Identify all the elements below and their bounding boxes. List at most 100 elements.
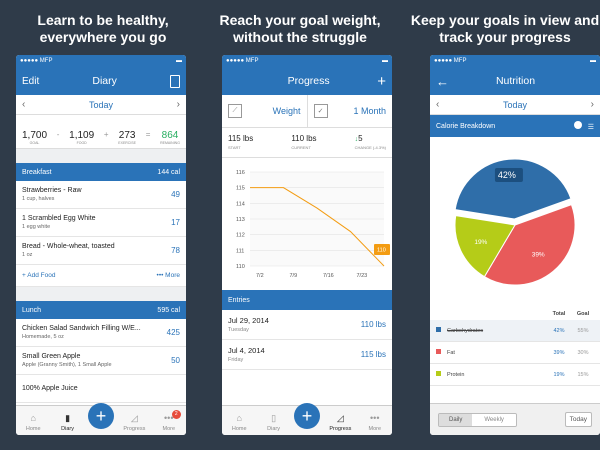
add-food-button[interactable]: + Add Food bbox=[22, 272, 56, 279]
pie-icon[interactable] bbox=[573, 121, 582, 129]
add-button[interactable]: + bbox=[293, 403, 320, 429]
food-name: Strawberries - Raw bbox=[22, 187, 82, 194]
add-button[interactable]: + bbox=[87, 403, 114, 429]
more-button[interactable]: ••• More bbox=[156, 272, 180, 279]
plus-sign: + bbox=[103, 130, 109, 139]
tab-label: More bbox=[162, 426, 176, 432]
macro-row[interactable]: Fat 39% 30% bbox=[430, 342, 600, 364]
food-row[interactable]: Chicken Salad Sandwich Filling W/E... Hom… bbox=[16, 319, 186, 347]
edit-button[interactable]: Edit bbox=[22, 75, 40, 87]
food-cal: 49 bbox=[171, 190, 180, 199]
y-tick-label: 113 bbox=[236, 217, 245, 223]
metric-selector[interactable]: ⟋ Weight bbox=[222, 95, 308, 127]
point-label-box bbox=[374, 244, 390, 255]
food-row[interactable]: Small Green Apple Apple (Granny Smith), 1… bbox=[16, 347, 186, 375]
macro-label: Fat bbox=[447, 350, 455, 356]
weight-line bbox=[250, 187, 385, 267]
tab-more[interactable]: ••• More 2 bbox=[155, 410, 183, 432]
y-tick-label: 112 bbox=[236, 233, 245, 239]
exercise-label: EXERCISE bbox=[118, 141, 136, 145]
table-header: Total Goal bbox=[430, 307, 600, 320]
entries-title: Entries bbox=[228, 296, 250, 304]
entry-weight: 110 lbs bbox=[360, 320, 386, 329]
food-cal: 78 bbox=[171, 246, 180, 255]
lunch-cal: 595 cal bbox=[157, 306, 180, 314]
pie-label: 19% bbox=[474, 239, 487, 246]
list-icon[interactable]: ☰ bbox=[587, 124, 594, 131]
remaining-label: REMAINING bbox=[160, 141, 180, 145]
macro-color-swatch bbox=[436, 327, 441, 332]
food-row[interactable]: 1 Scrambled Egg White 1 egg white 17 bbox=[16, 209, 186, 237]
macro-row[interactable]: Carbohydrates 42% 55% bbox=[430, 320, 600, 342]
food-name: 1 Scrambled Egg White bbox=[22, 215, 96, 222]
current-label: CURRENT bbox=[291, 145, 311, 150]
tab-more[interactable]: ••• More bbox=[361, 413, 389, 432]
chart-icon: ◿ bbox=[130, 413, 138, 423]
progress-nav-bar: Progress + bbox=[222, 67, 392, 95]
tab-label: Progress bbox=[123, 426, 146, 432]
view-toggle[interactable]: ☰ bbox=[573, 121, 594, 131]
tab-home[interactable]: ⌂ Home bbox=[225, 413, 253, 432]
prev-day-icon[interactable]: ‹ bbox=[22, 99, 26, 110]
caption-3: Keep your goals in view and track your p… bbox=[410, 12, 600, 45]
macro-table: Carbohydrates 42% 55% Fat 39% 30% Protein 19% 15… bbox=[430, 320, 600, 386]
breakfast-header: Breakfast 144 cal bbox=[16, 163, 186, 181]
food-row[interactable]: 100% Apple Juice bbox=[16, 375, 186, 403]
macro-total: 39% bbox=[553, 349, 565, 356]
macro-total: 42% bbox=[553, 327, 565, 334]
pie-label: 42% bbox=[498, 170, 516, 180]
barcode-icon[interactable] bbox=[170, 74, 180, 88]
date-label[interactable]: Today bbox=[502, 99, 528, 110]
tab-progress[interactable]: ◿ Progress bbox=[120, 413, 148, 432]
home-icon: ⌂ bbox=[30, 413, 36, 423]
breakfast-title: Breakfast bbox=[22, 168, 52, 176]
range-selector[interactable]: ✓ 1 Month bbox=[308, 95, 393, 127]
pie-slice bbox=[454, 215, 516, 278]
selector-bar: ⟋ Weight ✓ 1 Month bbox=[222, 95, 392, 128]
macro-label: Carbohydrates bbox=[447, 328, 484, 334]
macro-values: 19% 15% bbox=[546, 372, 594, 378]
battery-icon: ▬ bbox=[590, 58, 596, 64]
add-entry-button[interactable]: + bbox=[377, 72, 386, 90]
prev-day-icon[interactable]: ‹ bbox=[436, 99, 440, 110]
entry-row[interactable]: Jul 4, 2014 Friday 115 lbs bbox=[222, 340, 392, 370]
macro-color-swatch bbox=[436, 371, 441, 376]
entry-row[interactable]: Jul 29, 2014 Tuesday 110 lbs bbox=[222, 310, 392, 340]
breakfast-cal: 144 cal bbox=[157, 168, 180, 176]
food-row[interactable]: Bread - Whole-wheat, toasted 1 oz 78 bbox=[16, 237, 186, 265]
diary-icon: ▯ bbox=[271, 413, 277, 423]
date-label[interactable]: Today bbox=[88, 99, 114, 110]
remaining-value: 864 bbox=[161, 130, 179, 141]
metric-label: Weight bbox=[272, 106, 301, 116]
equals-sign: = bbox=[145, 130, 151, 139]
y-tick-label: 114 bbox=[236, 201, 245, 207]
weekly-tab[interactable]: Weekly bbox=[472, 413, 516, 426]
diary-nav-bar: Edit Diary bbox=[16, 67, 186, 95]
daily-tab[interactable]: Daily bbox=[439, 413, 473, 426]
progress-screen: ●●●●● MFP ▬ Progress + ⟋ Weight ✓ 1 Month 1… bbox=[222, 55, 392, 435]
macro-values: 39% 30% bbox=[546, 350, 594, 356]
carrier-text: ●●●●● MFP bbox=[434, 58, 467, 64]
tab-home[interactable]: ⌂ Home bbox=[19, 413, 47, 432]
tab-diary[interactable]: ▮ Diary bbox=[54, 413, 82, 432]
macro-row[interactable]: Protein 19% 15% bbox=[430, 364, 600, 386]
macro-goal: 15% bbox=[577, 371, 589, 378]
pie-slice bbox=[483, 204, 576, 286]
period-segment: Daily Weekly bbox=[438, 412, 517, 427]
back-arrow-icon[interactable]: ← bbox=[436, 73, 449, 89]
goal-value: 1,700 bbox=[22, 130, 48, 141]
diary-icon: ▮ bbox=[65, 413, 71, 423]
next-day-icon[interactable]: › bbox=[176, 99, 180, 110]
entry-weight: 115 lbs bbox=[360, 350, 386, 359]
today-button[interactable]: Today bbox=[564, 412, 592, 427]
page-title: Diary bbox=[92, 75, 117, 87]
down-arrow-icon: ↓ bbox=[354, 136, 359, 143]
tab-diary[interactable]: ▯ Diary bbox=[260, 413, 288, 432]
x-tick-label: 7/2 bbox=[256, 273, 264, 279]
macro-name: Fat bbox=[436, 349, 455, 356]
food-row[interactable]: Strawberries - Raw 1 cup, halves 49 bbox=[16, 181, 186, 209]
notification-badge: 2 bbox=[171, 410, 181, 419]
tab-progress[interactable]: ◿ Progress bbox=[326, 413, 354, 432]
caption-2: Reach your goal weight, without the stru… bbox=[219, 12, 381, 45]
next-day-icon[interactable]: › bbox=[590, 99, 594, 110]
